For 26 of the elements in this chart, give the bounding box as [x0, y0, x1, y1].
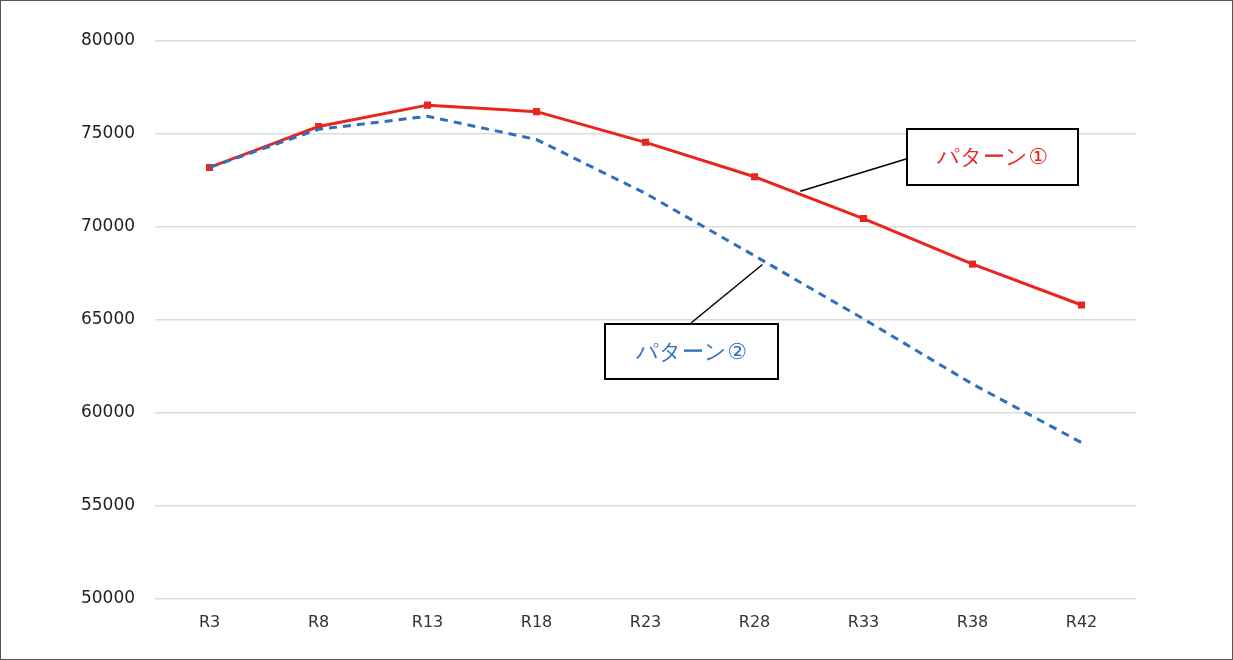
point [859, 215, 868, 223]
point [642, 138, 650, 146]
x-tick-label: R18 [520, 611, 553, 631]
x-tick-label: R13 [411, 611, 444, 631]
x-tick-label: R33 [847, 611, 880, 631]
x-tick-label: R38 [956, 611, 989, 631]
point [1077, 301, 1086, 309]
point [533, 108, 541, 116]
y-tick-label: 65000 [80, 308, 136, 329]
y-tick-label: 60000 [80, 401, 136, 422]
y-tick-label: 75000 [80, 122, 136, 143]
y-tick-label: 70000 [80, 215, 136, 236]
y-tick-label: 80000 [80, 29, 136, 50]
x-tick-label: R23 [629, 611, 662, 631]
x-tick-label: R42 [1065, 611, 1098, 631]
x-tick-label: R3 [198, 611, 221, 631]
x-tick-label: R28 [738, 611, 771, 631]
text: パターン① [937, 143, 1048, 171]
y-tick-label: 55000 [80, 494, 136, 515]
y-tick-label: 50000 [80, 587, 136, 608]
text: パターン② [636, 337, 747, 366]
point [751, 173, 759, 181]
x-tick-label: R8 [307, 611, 330, 631]
point [968, 260, 977, 268]
point [424, 101, 432, 109]
line-series [208, 114, 1083, 445]
